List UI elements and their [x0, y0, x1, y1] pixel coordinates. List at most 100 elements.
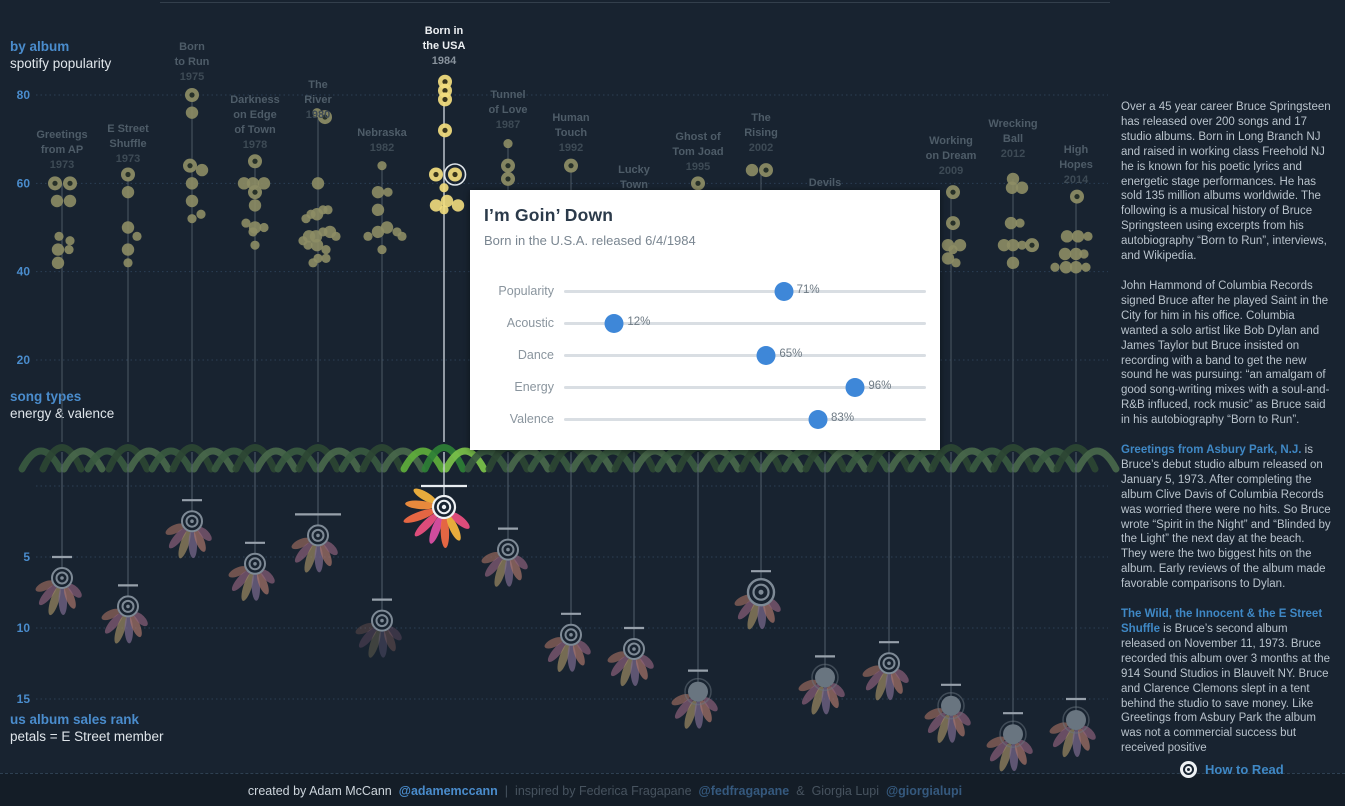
leaf-cluster[interactable] — [84, 444, 172, 473]
song-dot[interactable] — [183, 158, 197, 173]
song-dot[interactable] — [440, 194, 454, 208]
song-dot[interactable] — [1050, 262, 1060, 272]
song-dot[interactable] — [1004, 216, 1018, 230]
song-dot[interactable] — [303, 240, 313, 250]
song-dot[interactable] — [248, 227, 258, 237]
song-dot[interactable] — [1069, 247, 1083, 261]
song-dot[interactable] — [371, 203, 385, 217]
song-dot[interactable] — [438, 92, 452, 107]
song-dot[interactable] — [377, 161, 387, 171]
song-dot[interactable] — [1060, 230, 1074, 243]
leaf-cluster[interactable] — [18, 444, 106, 473]
song-dot[interactable] — [311, 177, 325, 190]
song-dot[interactable] — [1015, 181, 1029, 194]
song-dot[interactable] — [1058, 247, 1072, 261]
sales-rank-flower[interactable] — [797, 663, 847, 715]
song-dot[interactable] — [1071, 230, 1085, 243]
song-dot[interactable] — [1005, 181, 1019, 194]
sales-rank-flower[interactable] — [354, 609, 404, 659]
song-dot[interactable] — [248, 154, 262, 169]
song-dot[interactable] — [123, 258, 133, 268]
author-handle-link[interactable]: @adamemccann — [398, 783, 498, 798]
leaf-cluster[interactable] — [338, 444, 426, 473]
song-dot[interactable] — [501, 158, 515, 173]
giorgialupi-handle-link[interactable]: @giorgialupi — [885, 783, 963, 798]
song-dot[interactable] — [946, 185, 960, 200]
song-dot[interactable] — [121, 185, 135, 199]
sales-rank-flower[interactable] — [543, 623, 593, 673]
song-dot[interactable] — [443, 163, 467, 186]
song-dot[interactable] — [248, 185, 262, 200]
song-dot[interactable] — [121, 167, 135, 182]
song-dot[interactable] — [997, 238, 1011, 252]
song-dot[interactable] — [48, 176, 62, 191]
song-dot[interactable] — [1017, 240, 1027, 250]
song-dot[interactable] — [363, 231, 373, 241]
sales-rank-flower[interactable] — [34, 567, 84, 616]
song-dot[interactable] — [187, 214, 197, 224]
leaf-cluster[interactable] — [148, 444, 236, 473]
song-dot[interactable] — [1069, 261, 1083, 274]
song-dot[interactable] — [259, 222, 269, 233]
song-dot[interactable] — [564, 158, 578, 173]
song-dot[interactable] — [946, 216, 960, 231]
sales-rank-flower[interactable] — [606, 638, 656, 687]
song-dot[interactable] — [1081, 262, 1091, 272]
how-to-read-button[interactable]: How to Read — [1180, 761, 1284, 778]
song-dot[interactable] — [51, 256, 65, 270]
song-dot[interactable] — [185, 88, 199, 102]
song-dot[interactable] — [371, 185, 385, 199]
song-dot[interactable] — [1079, 249, 1089, 259]
song-dot[interactable] — [438, 123, 452, 138]
song-dot[interactable] — [331, 231, 341, 241]
song-dot[interactable] — [248, 199, 262, 212]
song-dot[interactable] — [310, 238, 324, 252]
song-dot[interactable] — [429, 167, 443, 182]
song-dot[interactable] — [185, 106, 199, 119]
song-dot[interactable] — [377, 244, 387, 255]
song-dot[interactable] — [759, 163, 773, 178]
fedfragapane-handle-link[interactable]: @fedfragapane — [698, 783, 790, 798]
sales-rank-flower[interactable] — [290, 524, 340, 573]
sales-rank-flower[interactable] — [1048, 706, 1098, 758]
song-dot[interactable] — [50, 194, 64, 208]
leaf-cluster[interactable] — [274, 444, 362, 473]
song-dot[interactable] — [196, 209, 206, 219]
song-dot[interactable] — [63, 176, 77, 191]
song-dot[interactable] — [237, 177, 251, 190]
song-dot[interactable] — [65, 236, 75, 246]
song-dot[interactable] — [64, 244, 74, 255]
song-dot[interactable] — [501, 171, 515, 186]
song-dot[interactable] — [195, 163, 209, 177]
leaf-cluster[interactable] — [907, 444, 995, 473]
sales-rank-flower[interactable] — [733, 578, 783, 630]
song-dot[interactable] — [132, 231, 142, 241]
song-dot[interactable] — [1070, 189, 1084, 204]
leaf-cluster[interactable] — [969, 444, 1057, 473]
song-dot[interactable] — [951, 258, 961, 268]
song-dot[interactable] — [185, 194, 199, 208]
song-dot[interactable] — [321, 253, 331, 264]
sales-rank-flower[interactable] — [480, 538, 530, 588]
song-dot[interactable] — [1006, 238, 1020, 252]
sales-rank-flower[interactable] — [100, 595, 150, 644]
song-dot[interactable] — [948, 244, 958, 255]
song-dot[interactable] — [185, 177, 199, 190]
leaf-cluster[interactable] — [211, 444, 299, 473]
song-dot[interactable] — [121, 221, 135, 234]
song-dot[interactable] — [1059, 261, 1073, 274]
song-dot[interactable] — [1025, 238, 1039, 253]
song-dot[interactable] — [941, 252, 955, 265]
song-dot[interactable] — [439, 205, 449, 215]
song-dot[interactable] — [397, 231, 407, 241]
sales-rank-flower[interactable] — [402, 486, 472, 548]
song-dot[interactable] — [745, 163, 759, 177]
song-dot[interactable] — [318, 110, 332, 125]
song-dot[interactable] — [51, 243, 65, 256]
song-dot[interactable] — [439, 183, 449, 193]
song-dot[interactable] — [451, 199, 465, 212]
song-dot[interactable] — [257, 177, 271, 190]
song-dot[interactable] — [429, 199, 443, 212]
song-dot[interactable] — [121, 243, 135, 256]
sales-rank-flower[interactable] — [227, 552, 277, 602]
